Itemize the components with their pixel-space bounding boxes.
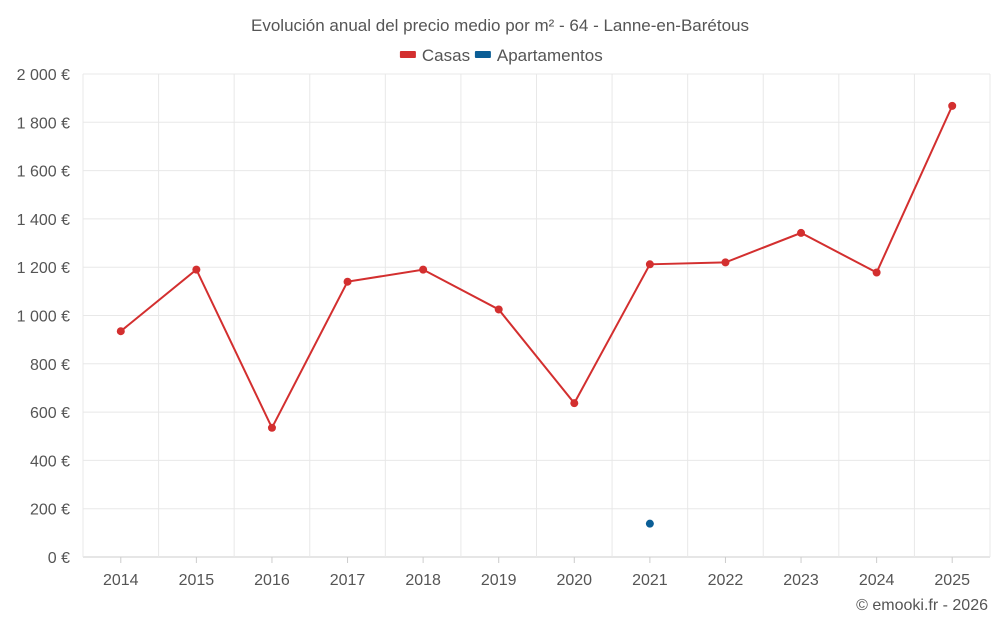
data-point-casas[interactable]: [192, 265, 201, 274]
legend-swatch: [399, 51, 416, 58]
x-tick-label: 2022: [708, 572, 744, 589]
data-point-casas[interactable]: [872, 268, 881, 277]
data-point-casas[interactable]: [419, 265, 428, 274]
data-point-apartamentos[interactable]: [645, 519, 654, 528]
legend: Casas Apartamentos: [399, 46, 603, 65]
x-tick-label: 2019: [481, 572, 517, 589]
x-tick-label: 2015: [179, 572, 215, 589]
y-tick-label: 1 000 €: [17, 309, 70, 326]
data-point-casas[interactable]: [645, 260, 654, 269]
y-tick-label: 1 800 €: [17, 115, 70, 132]
data-point-casas[interactable]: [570, 399, 579, 408]
y-axis: 0 € 200 € 400 € 600 € 800 € 1 000 € 1 200 € 1 4…: [17, 67, 70, 567]
x-axis: 2014 2015 2016 2017 2018 2019 2020 2021 2022 2023…: [103, 557, 970, 589]
data-point-casas[interactable]: [116, 327, 125, 336]
x-tick-label: 2025: [934, 572, 970, 589]
y-tick-label: 400 €: [30, 453, 70, 470]
legend-label: Apartamentos: [497, 46, 603, 65]
x-tick-label: 2016: [254, 572, 290, 589]
data-point-casas[interactable]: [267, 423, 276, 432]
y-tick-label: 0 €: [48, 550, 70, 567]
legend-item-apartamentos[interactable]: Apartamentos: [474, 46, 603, 65]
y-tick-label: 1 400 €: [17, 212, 70, 229]
x-tick-label: 2021: [632, 572, 668, 589]
data-point-casas[interactable]: [797, 228, 806, 237]
y-tick-label: 600 €: [30, 405, 70, 422]
x-tick-label: 2017: [330, 572, 366, 589]
legend-label: Casas: [422, 46, 470, 65]
y-tick-label: 1 600 €: [17, 164, 70, 181]
legend-item-casas[interactable]: Casas: [399, 46, 470, 65]
x-tick-label: 2018: [405, 572, 441, 589]
data-point-casas[interactable]: [721, 258, 730, 267]
data-point-casas[interactable]: [494, 305, 503, 314]
y-tick-label: 200 €: [30, 502, 70, 519]
series: [116, 101, 957, 528]
data-point-casas[interactable]: [343, 277, 352, 286]
x-tick-label: 2020: [556, 572, 592, 589]
y-tick-label: 2 000 €: [17, 67, 70, 84]
x-tick-label: 2023: [783, 572, 819, 589]
credit: © emooki.fr - 2026: [856, 597, 988, 614]
data-point-casas[interactable]: [948, 101, 957, 110]
y-tick-label: 800 €: [30, 357, 70, 374]
x-tick-label: 2014: [103, 572, 139, 589]
grid: [82, 73, 991, 558]
x-tick-label: 2024: [859, 572, 895, 589]
legend-swatch: [474, 51, 491, 58]
y-tick-label: 1 200 €: [17, 260, 70, 277]
series-line-casas: [120, 105, 954, 431]
chart-title: Evolución anual del precio medio por m² …: [251, 16, 749, 35]
